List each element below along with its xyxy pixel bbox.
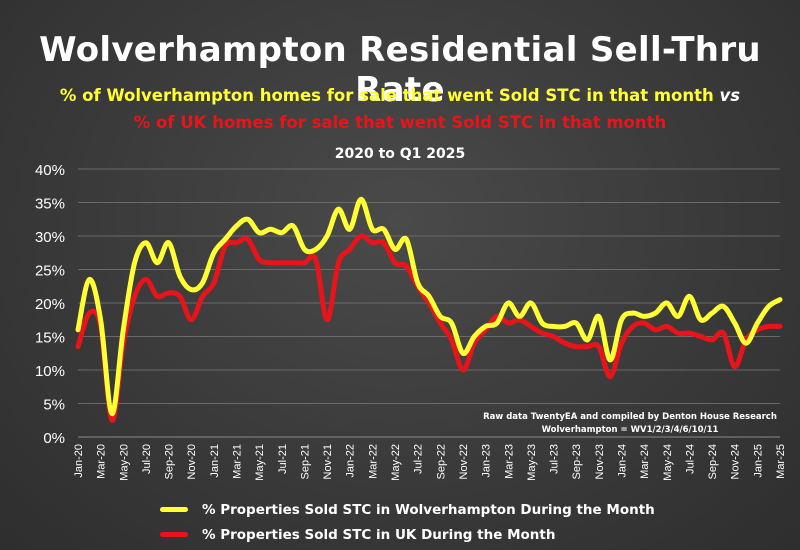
- x-tick-label: Sep-22: [435, 444, 447, 479]
- x-tick-label: Jul-22: [413, 444, 425, 474]
- series-line-uk: [75, 233, 783, 423]
- x-tick-label: Nov-20: [186, 444, 198, 479]
- x-tick-label: Nov-23: [594, 444, 606, 479]
- y-tick-label: 35%: [35, 196, 65, 213]
- x-tick-label: Nov-21: [322, 444, 334, 479]
- x-tick-label: Sep-20: [164, 444, 176, 479]
- chart-subtitle-uk: % of UK homes for sale that went Sold ST…: [133, 113, 667, 132]
- x-tick-label: May-24: [662, 444, 674, 481]
- source-note-line1: Raw data TwentyEA and compiled by Denton…: [483, 412, 777, 422]
- x-tick-label: Jan-23: [481, 444, 493, 478]
- source-note: Raw data TwentyEA and compiled by Denton…: [480, 411, 780, 437]
- legend-swatch-uk: [160, 532, 188, 537]
- x-tick-label: Mar-23: [503, 444, 515, 479]
- x-tick-label: Jan-20: [73, 444, 85, 478]
- subtitle-vs: vs: [719, 86, 741, 105]
- x-tick-label: Jul-24: [684, 444, 696, 474]
- x-tick-label: Jul-20: [141, 444, 153, 474]
- x-tick-label: Jan-24: [616, 444, 628, 478]
- x-tick-label: May-20: [118, 444, 130, 481]
- chart-subtitle-wolverhampton: % of Wolverhampton homes for sale that w…: [0, 86, 800, 105]
- legend-label-uk: % Properties Sold STC in UK During the M…: [202, 526, 556, 543]
- x-tick-label: Sep-21: [299, 444, 311, 479]
- series-line-wolverhampton: [75, 196, 783, 417]
- subtitle-wolverhampton-text: % of Wolverhampton homes for sale that w…: [59, 86, 714, 105]
- x-tick-label: Nov-22: [458, 444, 470, 479]
- x-tick-label: Jan-25: [752, 444, 764, 478]
- x-tick-label: Mar-22: [367, 444, 379, 479]
- x-tick-label: Nov-24: [730, 444, 742, 479]
- x-tick-label: Jul-23: [549, 444, 561, 474]
- legend-label-wolverhampton: % Properties Sold STC in Wolverhampton D…: [202, 501, 655, 518]
- x-tick-label: Mar-20: [96, 444, 108, 479]
- y-tick-label: 0%: [43, 430, 65, 447]
- x-tick-label: Jan-21: [209, 444, 221, 478]
- x-tick-label: Sep-24: [707, 444, 719, 479]
- x-tick-label: May-22: [390, 444, 402, 481]
- y-tick-label: 20%: [35, 296, 65, 313]
- legend-item-wolverhampton: % Properties Sold STC in Wolverhampton D…: [160, 497, 655, 522]
- x-tick-label: Mar-24: [639, 444, 651, 479]
- y-tick-label: 30%: [35, 229, 65, 246]
- x-tick-label: Sep-23: [571, 444, 583, 479]
- y-tick-label: 5%: [43, 397, 65, 414]
- legend-item-uk: % Properties Sold STC in UK During the M…: [160, 522, 655, 547]
- x-tick-label: Mar-25: [775, 444, 787, 479]
- x-tick-label: Jan-22: [345, 444, 357, 478]
- y-tick-label: 10%: [35, 363, 65, 380]
- legend-swatch-wolverhampton: [160, 507, 188, 512]
- y-tick-label: 25%: [35, 263, 65, 280]
- x-tick-label: May-21: [254, 444, 266, 481]
- y-tick-label: 15%: [35, 330, 65, 347]
- chart-title: Wolverhampton Residential Sell-Thru Rate: [39, 30, 761, 110]
- chart-period: 2020 to Q1 2025: [334, 146, 466, 162]
- source-note-line2: Wolverhampton = WV1/2/3/4/6/10/11: [541, 425, 719, 435]
- x-tick-label: May-23: [526, 444, 538, 481]
- chart-legend: % Properties Sold STC in Wolverhampton D…: [160, 497, 655, 547]
- y-tick-label: 40%: [35, 162, 65, 179]
- x-tick-label: Jul-21: [277, 444, 289, 474]
- x-tick-label: Mar-21: [232, 444, 244, 479]
